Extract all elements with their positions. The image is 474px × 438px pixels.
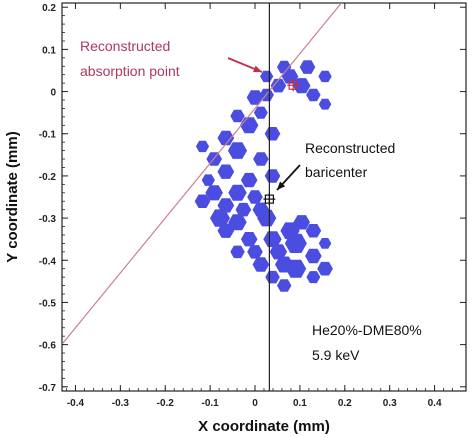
- pixel-hit: [253, 152, 269, 166]
- pixel-hit: [284, 233, 307, 253]
- x-tick-label: -0.1: [202, 398, 220, 409]
- pixel-hit: [253, 106, 268, 119]
- y-tick-label: -0.5: [39, 298, 57, 309]
- x-tick-label: 0.4: [428, 398, 442, 409]
- pixel-hit: [264, 127, 281, 141]
- baricenter-annotation-line2: baricenter: [305, 164, 368, 180]
- pixel-hit: [194, 194, 211, 208]
- pixel-hit: [305, 248, 322, 264]
- pixel-hit: [195, 140, 210, 153]
- pixel-hit: [318, 238, 332, 249]
- pixel-hit: [230, 245, 245, 259]
- y-tick-label: -0.4: [39, 256, 57, 267]
- pixel-hit: [299, 60, 316, 74]
- pixel-hit: [227, 142, 248, 159]
- pixel-hit: [217, 223, 235, 238]
- x-tick-label: -0.3: [112, 398, 130, 409]
- energy-label: 5.9 keV: [312, 347, 360, 363]
- pixel-hit: [277, 279, 292, 292]
- absorption-arrow: [227, 57, 263, 73]
- pixel-hit: [305, 224, 322, 238]
- pixel-hit: [285, 259, 307, 278]
- pixel-hit: [260, 70, 274, 83]
- pixel-hit: [252, 257, 270, 272]
- pixel-hit: [217, 130, 235, 146]
- pixel-hit: [205, 185, 223, 201]
- absorption-point-marker: [287, 79, 300, 92]
- y-tick-label: 0: [50, 88, 56, 99]
- pixel-hit: [230, 109, 245, 123]
- y-tick-label: 0.1: [42, 45, 56, 56]
- pixel-hit: [293, 215, 310, 230]
- y-tick-label: -0.2: [39, 172, 57, 183]
- pixel-hit: [264, 169, 281, 183]
- y-tick-label: -0.6: [39, 341, 57, 352]
- x-tick-label: 0.2: [338, 398, 352, 409]
- pixel-hit: [306, 271, 321, 284]
- pixel-hit: [318, 70, 332, 83]
- pixel-hit: [217, 164, 235, 179]
- plot-frame: [61, 2, 467, 392]
- pixel-hit: [318, 98, 332, 110]
- pixel-hit: [235, 202, 252, 217]
- pixel-hit: [306, 88, 321, 102]
- pixel-hit: [247, 245, 263, 259]
- pixel-hit: [228, 214, 247, 231]
- pixel-hit: [247, 190, 263, 204]
- y-tick-label: -0.7: [39, 383, 57, 394]
- baricenter-marker: [263, 193, 276, 206]
- absorption-annotation-line2: absorption point: [80, 63, 180, 79]
- x-tick-label: -0.2: [157, 398, 175, 409]
- pixel-hit: [281, 69, 299, 84]
- baricenter-arrow: [276, 164, 301, 191]
- pixel-hit: [270, 78, 287, 93]
- pixel-hit: [217, 198, 235, 213]
- y-axis-label: Y coordinate (mm): [4, 131, 21, 262]
- gas-mixture-label: He20%-DME80%: [312, 322, 422, 338]
- pixel-hit: [257, 209, 277, 227]
- pixel-hit: [246, 90, 264, 105]
- y-tick-label: -0.1: [39, 130, 57, 141]
- track-line: [62, 3, 343, 345]
- absorption-annotation-line1: Reconstructed: [80, 38, 170, 54]
- pixel-hit: [201, 174, 215, 186]
- x-tick-label: 0.3: [383, 398, 397, 409]
- x-axis-label: X coordinate (mm): [198, 418, 330, 435]
- x-tick-label: 0.1: [293, 398, 307, 409]
- pixel-hit: [269, 244, 288, 260]
- pixel-hit: [240, 172, 258, 188]
- y-tick-label: -0.3: [39, 214, 57, 225]
- x-tick-label: 0: [252, 398, 258, 409]
- pixel-hit: [317, 261, 333, 276]
- pixel-hit: [263, 231, 282, 248]
- x-tick-label: -0.4: [67, 398, 85, 409]
- pixel-hit: [210, 209, 230, 227]
- baricenter-annotation-line1: Reconstructed: [305, 140, 395, 156]
- pixel-hit: [228, 184, 247, 201]
- ticks-layer: -0.4 -0.3 -0.2 -0.1 0 0.1 0.2 0.3 0.4 0.2 0.1 0 -0.1…: [39, 3, 466, 409]
- pixel-hit: [240, 232, 258, 247]
- y-tick-label: 0.2: [42, 3, 56, 14]
- hits-layer: [194, 60, 333, 292]
